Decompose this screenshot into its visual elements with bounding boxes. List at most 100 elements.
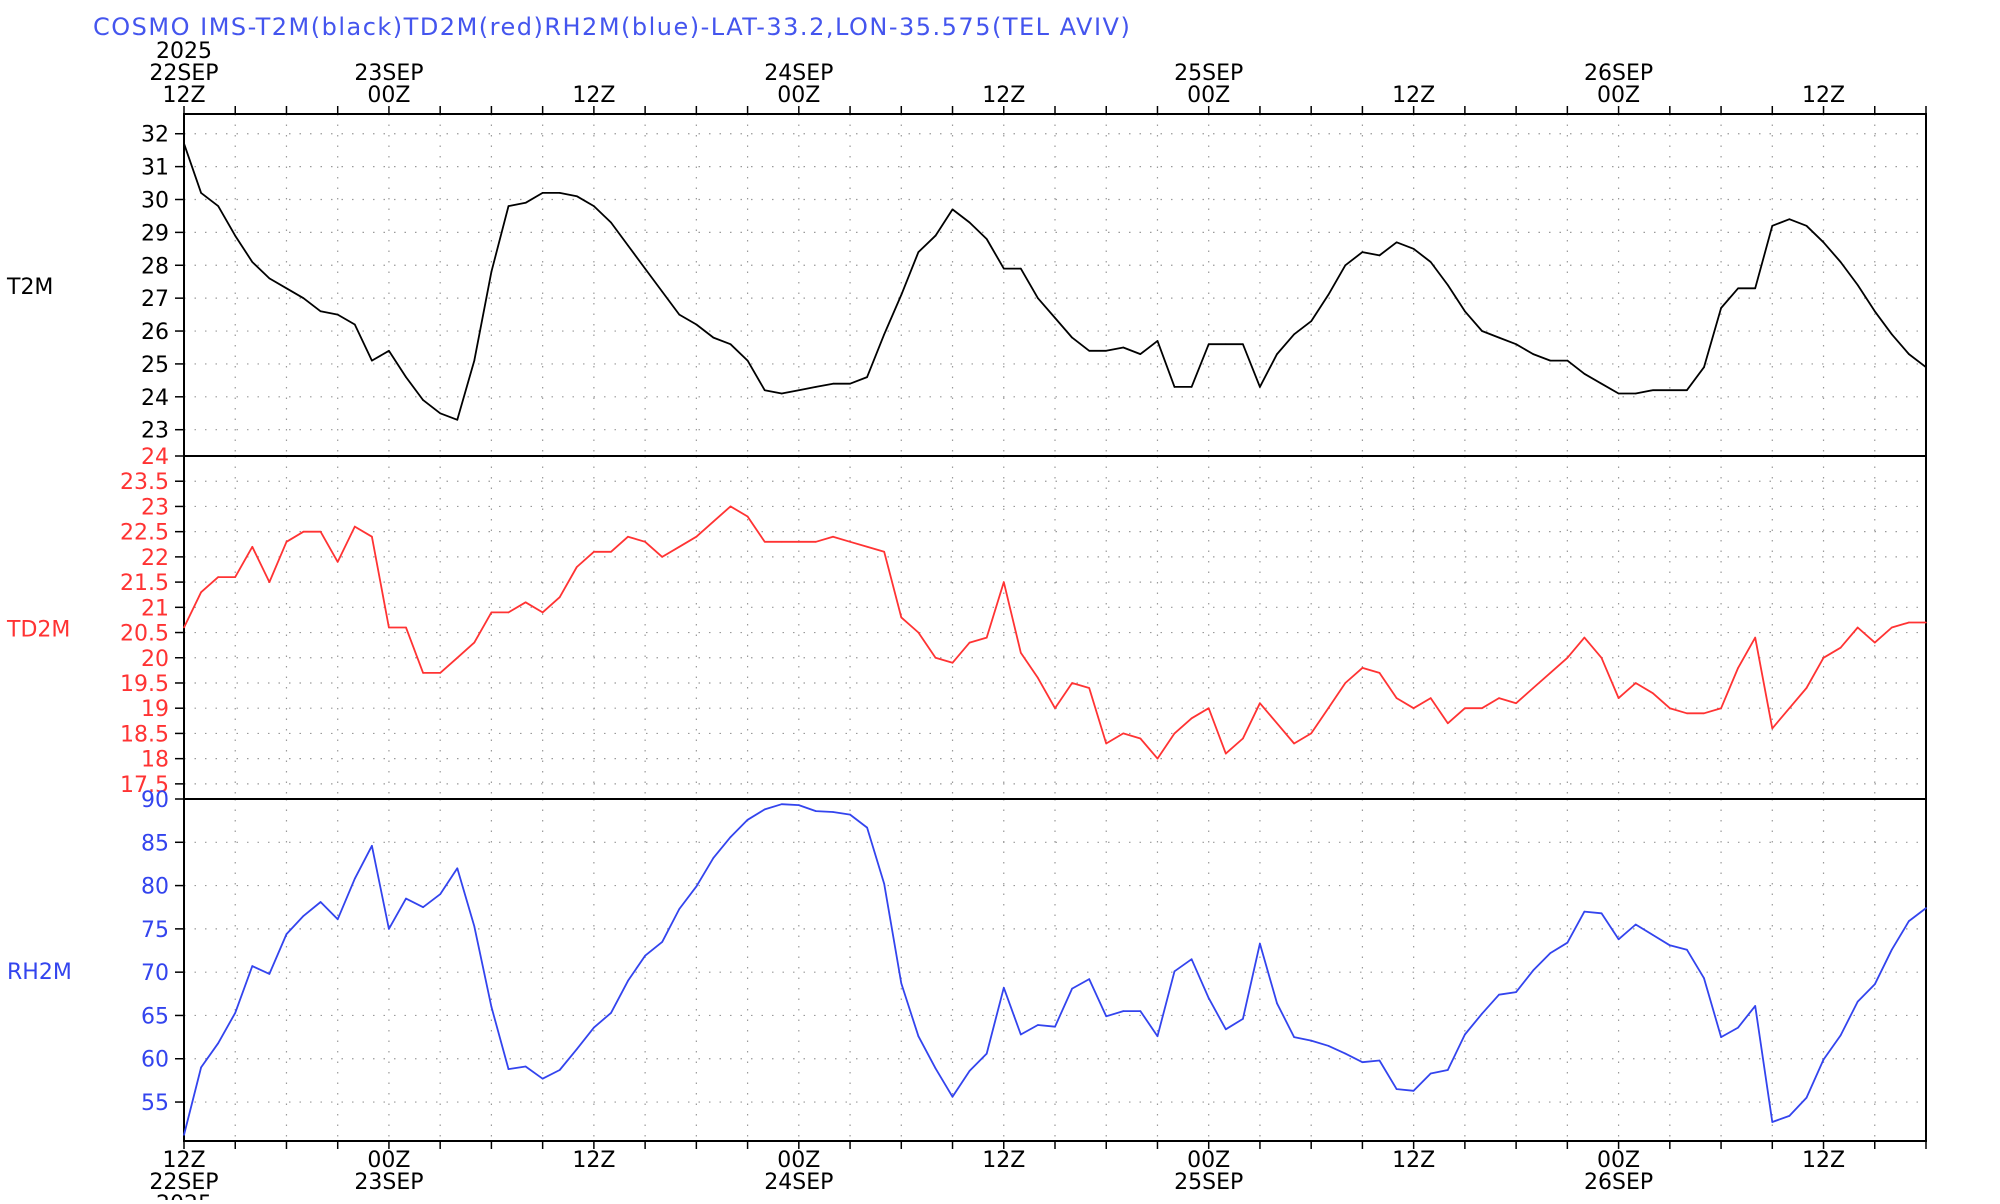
x-tick-label-bottom: 26SEP [1584,1170,1653,1195]
data-point-rh2m [1071,987,1073,990]
data-point-td2m [917,631,920,634]
data-point-rh2m [1207,997,1210,999]
data-point-td2m [1020,651,1022,654]
y-tick-label-td2m: 21.5 [120,571,169,596]
chart-title: COSMO IMS-T2M(black)TD2M(red)RH2M(blue)-… [93,13,1131,41]
data-point-td2m [1071,682,1073,684]
data-point-t2m [1225,343,1227,346]
data-point-t2m [849,382,851,385]
data-point-rh2m [798,804,800,806]
data-point-t2m [1293,333,1295,336]
data-point-t2m [1395,241,1398,244]
data-point-td2m [815,541,817,543]
data-point-rh2m [200,1066,202,1069]
data-point-t2m [1105,350,1107,352]
data-point-td2m [1481,707,1483,709]
data-point-t2m [951,208,954,211]
y-tick-label-td2m: 21 [141,596,169,621]
data-point-td2m [763,541,766,543]
data-point-td2m [712,520,715,523]
data-point-td2m [678,546,681,548]
data-point-rh2m [1054,1025,1056,1028]
data-point-rh2m [729,836,732,838]
data-point-rh2m [985,1052,988,1055]
data-point-td2m [985,636,988,639]
y-tick-label-td2m: 20.5 [120,622,169,647]
x-tick-label-top: 12Z [982,83,1025,108]
data-point-t2m [1156,340,1159,342]
data-point-rh2m [712,857,715,859]
y-tick-label-t2m: 24 [141,386,169,411]
data-point-td2m [1207,707,1210,709]
series-line-t2m [183,143,1927,421]
data-point-rh2m [1139,1010,1142,1012]
data-point-rh2m [900,982,903,985]
x-tick-label-top: 24SEP [764,61,833,86]
data-point-t2m [507,205,510,207]
data-point-t2m [1617,392,1620,395]
data-point-t2m [746,359,749,362]
data-point-rh2m [1720,1036,1722,1038]
data-point-rh2m [473,925,476,928]
data-point-t2m [1037,297,1039,300]
data-point-td2m [1925,621,1927,624]
data-point-td2m [1822,657,1825,659]
data-point-t2m [1088,350,1090,352]
data-point-td2m [1566,657,1569,659]
data-point-t2m [1071,336,1073,339]
data-point-rh2m [610,1012,612,1014]
data-point-td2m [849,541,851,543]
data-point-td2m [1310,732,1312,735]
data-point-t2m [1856,284,1859,286]
data-point-rh2m [1020,1033,1022,1036]
data-point-td2m [900,616,903,619]
data-point-rh2m [1412,1090,1415,1092]
data-point-rh2m [1737,1026,1739,1029]
data-point-rh2m [1429,1072,1432,1075]
panel-frame-rh2m [183,798,1927,1142]
data-point-t2m [1805,225,1808,227]
data-point-t2m [541,192,544,194]
data-point-t2m [302,297,305,300]
data-point-td2m [1464,707,1466,709]
data-point-t2m [1737,287,1739,290]
data-point-t2m [1651,389,1654,392]
data-point-rh2m [832,811,834,813]
data-point-t2m [1634,392,1637,395]
y-tick-label-td2m: 19 [141,697,169,722]
data-point-t2m [1173,386,1176,388]
data-point-td2m [1412,707,1415,709]
data-point-td2m [1549,672,1552,674]
data-point-t2m [1498,336,1500,339]
data-point-t2m [251,261,254,263]
data-point-rh2m [1515,991,1517,993]
data-point-td2m [251,546,254,548]
y-tick-label-t2m: 26 [141,320,169,345]
data-point-td2m [1703,712,1705,715]
y-tick-label-t2m: 23 [141,419,169,444]
data-point-t2m [1839,261,1842,263]
y-tick-label-t2m: 29 [141,221,169,246]
data-point-rh2m [1925,907,1927,909]
data-point-t2m [217,205,219,207]
data-point-rh2m [405,897,407,900]
data-point-rh2m [1259,942,1261,945]
data-point-t2m [319,310,322,313]
data-point-t2m [1310,320,1312,323]
data-point-t2m [336,313,339,316]
data-point-t2m [1003,267,1005,270]
data-point-t2m [1703,366,1705,369]
y-tick-label-td2m: 24 [141,445,169,470]
data-point-td2m [593,551,595,553]
data-point-t2m [1566,359,1569,362]
data-point-td2m [1139,737,1142,740]
data-point-rh2m [302,915,305,917]
data-point-td2m [234,576,236,578]
data-point-t2m [558,192,561,194]
data-point-td2m [729,505,732,508]
data-point-rh2m [1293,1036,1295,1038]
x-tick-label-top: 23SEP [354,61,423,86]
data-point-rh2m [1276,1002,1278,1005]
data-point-td2m [1669,707,1671,709]
